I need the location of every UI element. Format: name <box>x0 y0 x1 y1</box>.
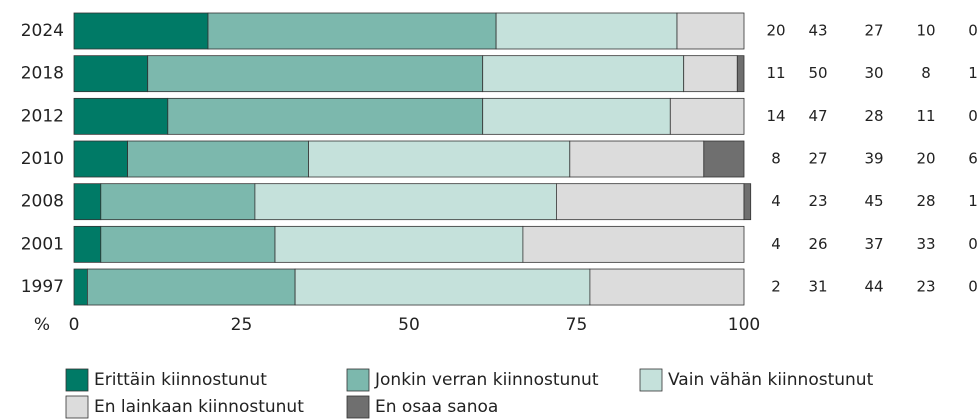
value-label: 20 <box>916 150 935 168</box>
value-label: 1 <box>968 192 978 210</box>
y-tick-label: 2001 <box>21 234 64 254</box>
value-label: 33 <box>916 235 935 253</box>
bar-segment <box>676 12 745 50</box>
bar-segment <box>569 140 705 178</box>
x-tick-label: 100 <box>728 315 760 335</box>
legend-label: Vain vähän kiinnostunut <box>668 370 874 390</box>
bar-segment <box>73 225 102 263</box>
value-label: 6 <box>968 150 978 168</box>
value-label: 44 <box>864 278 883 296</box>
y-tick-label: 1997 <box>21 277 64 297</box>
bar-segment <box>669 97 745 135</box>
value-label: 50 <box>808 64 827 82</box>
value-label: 0 <box>968 107 978 125</box>
legend-label: En lainkaan kiinnostunut <box>94 397 304 417</box>
legend-swatch <box>65 395 89 419</box>
bar-segment <box>736 55 745 93</box>
legend-label: Erittäin kiinnostunut <box>94 370 267 390</box>
value-label: 8 <box>921 64 931 82</box>
bar-segment <box>522 225 745 263</box>
bar-segment <box>207 12 497 50</box>
legend-swatch <box>346 395 370 419</box>
bar-segment <box>589 268 745 306</box>
y-tick-label: 2018 <box>21 64 64 84</box>
value-label: 31 <box>808 278 827 296</box>
x-tick-label: 50 <box>398 315 420 335</box>
value-label: 28 <box>864 107 883 125</box>
bar-segment <box>482 55 685 93</box>
x-tick-label: 25 <box>231 315 253 335</box>
bar-segment <box>495 12 678 50</box>
value-label: 23 <box>916 278 935 296</box>
bar-segment <box>482 97 671 135</box>
value-label: 27 <box>808 150 827 168</box>
bar-segment <box>147 55 484 93</box>
bar-segment <box>703 140 745 178</box>
legend-swatch <box>65 368 89 392</box>
value-label: 0 <box>968 235 978 253</box>
value-label: 1 <box>968 64 978 82</box>
bar-segment <box>100 225 276 263</box>
value-label: 0 <box>968 278 978 296</box>
bar-segment <box>743 183 752 221</box>
value-label: 23 <box>808 192 827 210</box>
bar-segment <box>73 140 128 178</box>
value-label: 14 <box>766 107 785 125</box>
legend-swatch <box>639 368 663 392</box>
legend-swatch <box>346 368 370 392</box>
bar-segment <box>294 268 591 306</box>
value-label: 30 <box>864 64 883 82</box>
value-label: 39 <box>864 150 883 168</box>
y-tick-label: 2024 <box>21 21 64 41</box>
bar-segment <box>73 12 209 50</box>
value-label: 37 <box>864 235 883 253</box>
bar-segment <box>167 97 484 135</box>
value-label: 2 <box>771 278 781 296</box>
bar-segment <box>274 225 524 263</box>
bar-segment <box>683 55 738 93</box>
value-label: 4 <box>771 192 781 210</box>
x-tick-label: 75 <box>566 315 588 335</box>
x-tick-label: 0 <box>69 315 80 335</box>
value-label: 0 <box>968 22 978 40</box>
y-tick-label: 2008 <box>21 192 64 212</box>
x-axis-label: % <box>34 315 50 335</box>
bar-segment <box>556 183 745 221</box>
bar-segment <box>254 183 557 221</box>
bar-segment <box>73 268 88 306</box>
bar-segment <box>73 183 102 221</box>
y-tick-label: 2010 <box>21 149 64 169</box>
value-label: 47 <box>808 107 827 125</box>
value-label: 26 <box>808 235 827 253</box>
value-label: 20 <box>766 22 785 40</box>
bar-segment <box>87 268 296 306</box>
value-label: 11 <box>916 107 935 125</box>
bar-segment <box>127 140 309 178</box>
value-label: 10 <box>916 22 935 40</box>
value-label: 11 <box>766 64 785 82</box>
value-label: 28 <box>916 192 935 210</box>
value-label: 8 <box>771 150 781 168</box>
value-label: 43 <box>808 22 827 40</box>
bar-segment <box>73 55 149 93</box>
value-label: 4 <box>771 235 781 253</box>
bar-segment <box>308 140 571 178</box>
legend-label: Jonkin verran kiinnostunut <box>374 370 599 390</box>
legend-label: En osaa sanoa <box>375 397 498 417</box>
value-label: 27 <box>864 22 883 40</box>
value-label: 45 <box>864 192 883 210</box>
bar-segment <box>73 97 169 135</box>
y-tick-label: 2012 <box>21 106 64 126</box>
bar-segment <box>100 183 256 221</box>
